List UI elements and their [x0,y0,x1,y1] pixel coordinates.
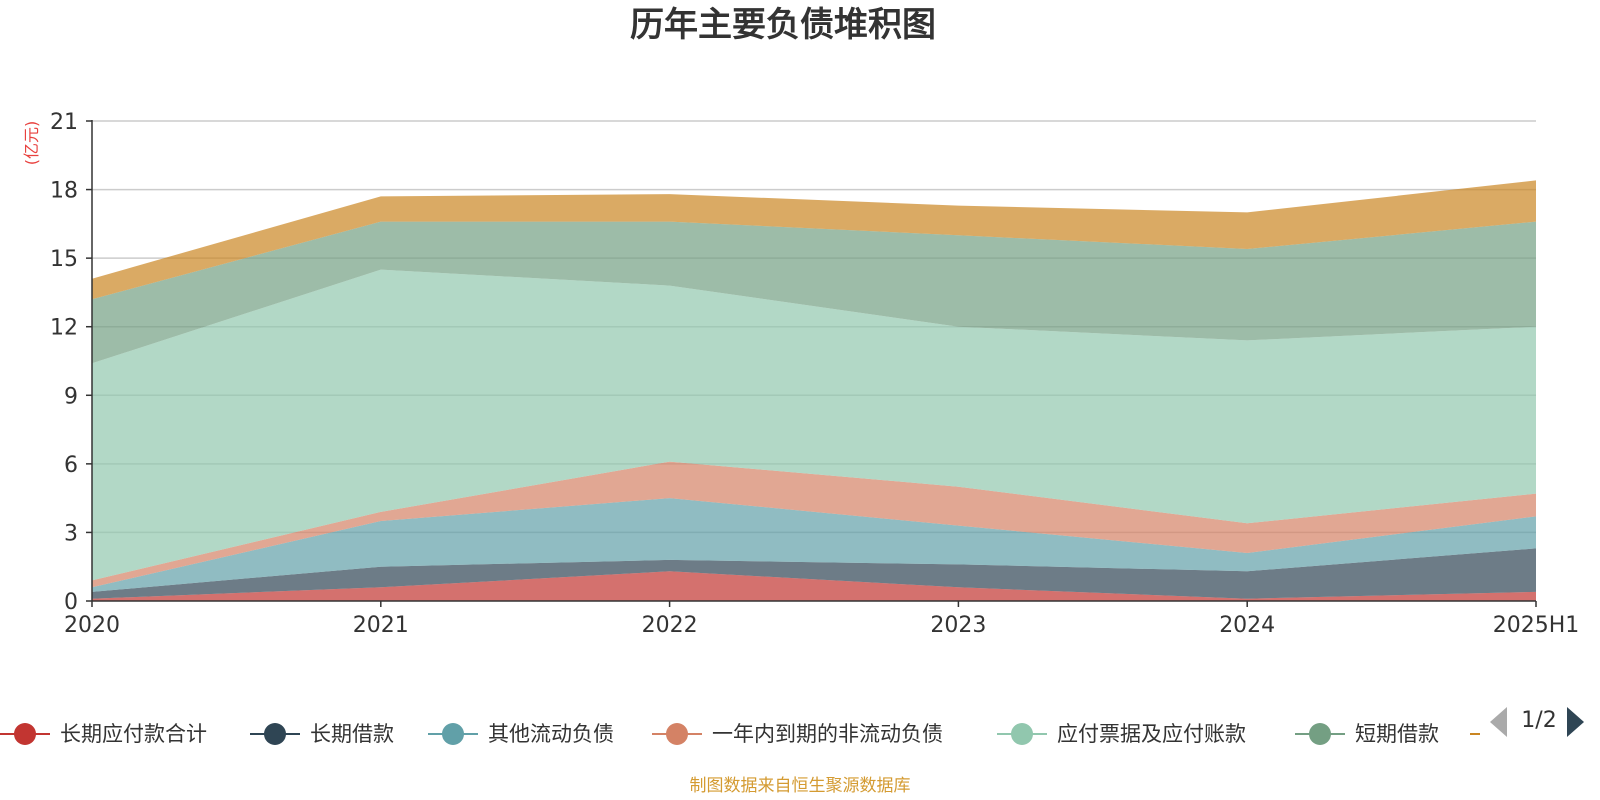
legend-item-1[interactable]: 长期借款 [250,722,394,746]
y-tick-label: 12 [50,316,78,341]
x-axis-tick-labels: 2020 2021 2022 2023 2024 2025H1 [64,601,1579,638]
y-tick-label: 3 [64,521,78,546]
legend-circle-icon [14,723,36,745]
legend: 长期应付款合计 长期借款 其他流动负债 一年内到期的非流动负债 应付票据及应付账款 短期借… [0,722,1480,746]
area-series-1 [92,548,1536,599]
y-tick-label: 0 [64,590,78,615]
legend-label: 一年内到期的非流动负债 [712,722,943,746]
x-tick-label: 2020 [64,613,120,638]
x-tick-label: 2021 [353,613,409,638]
legend-page-indicator: 1/2 [1521,708,1556,733]
legend-circle-icon [666,723,688,745]
y-tick-label: 6 [64,453,78,478]
legend-label: 短期借款 [1355,722,1439,746]
legend-item-5[interactable]: 短期借款 [1295,722,1439,746]
x-tick-label: 2023 [930,613,986,638]
legend-label: 应付票据及应付账款 [1057,722,1246,746]
x-tick-label: 2022 [642,613,698,638]
y-tick-label: 9 [64,384,78,409]
legend-label: 长期借款 [310,722,394,746]
area-series-4 [92,269,1536,581]
triangle-left-icon[interactable] [1490,707,1507,737]
y-tick-label: 18 [50,179,78,204]
y-axis-tick-labels: 0 3 6 9 12 15 18 21 [50,110,92,615]
legend-item-4[interactable]: 应付票据及应付账款 [997,722,1246,746]
axes [91,120,1536,602]
y-axis-unit-label: (亿元) [22,121,41,166]
x-tick-label: 2025H1 [1493,613,1580,638]
legend-label: 长期应付款合计 [60,722,207,746]
area-series-6 [92,180,1536,300]
chart-title: 历年主要负债堆积图 [630,5,936,45]
legend-circle-icon [1011,723,1033,745]
x-tick-label: 2024 [1219,613,1275,638]
area-series-0 [92,571,1536,601]
legend-item-3[interactable]: 一年内到期的非流动负债 [652,722,943,746]
legend-circle-icon [442,723,464,745]
stacked-areas [92,180,1536,601]
y-tick-label: 15 [50,247,78,272]
triangle-right-icon[interactable] [1567,707,1584,737]
legend-item-2[interactable]: 其他流动负债 [428,722,614,746]
legend-pager: 1/2 [1490,707,1584,737]
data-source-footer: 制图数据来自恒生聚源数据库 [690,776,911,796]
legend-label: 其他流动负债 [488,722,614,746]
legend-item-0[interactable]: 长期应付款合计 [0,722,207,746]
area-series-3 [92,461,1536,588]
legend-circle-icon [264,723,286,745]
y-tick-label: 21 [50,110,78,135]
legend-circle-icon [1309,723,1331,745]
area-series-2 [92,498,1536,592]
area-series-5 [92,221,1536,364]
